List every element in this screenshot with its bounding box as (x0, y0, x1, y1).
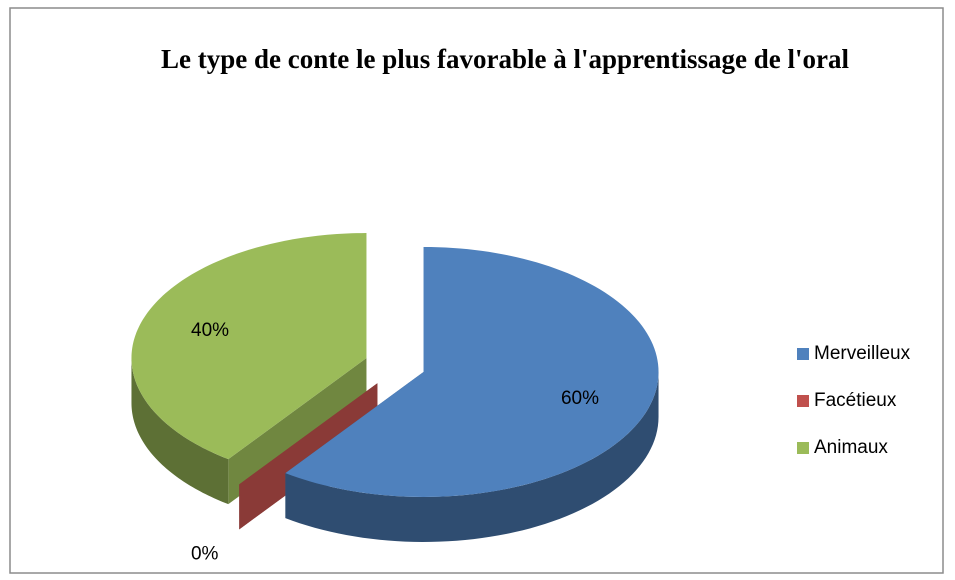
legend-swatch (797, 442, 809, 454)
slice-outer-wall (131, 358, 229, 505)
slice-top (131, 233, 367, 460)
chart-title: Le type de conte le plus favorable à l'a… (161, 44, 849, 74)
pie-slice (239, 383, 378, 530)
pie-slice (285, 246, 659, 542)
slice-top (285, 246, 659, 497)
slice-cut-face (239, 383, 378, 530)
legend-label: Merveilleux (814, 343, 911, 364)
data-label: 0% (191, 544, 219, 565)
legend-swatch (797, 395, 809, 407)
data-label: 40% (191, 320, 229, 341)
legend-label: Animaux (814, 437, 888, 458)
legend-swatch (797, 348, 809, 360)
legend-label: Facétieux (814, 390, 897, 411)
data-label: 60% (561, 388, 599, 409)
slice-outer-wall (285, 371, 659, 542)
